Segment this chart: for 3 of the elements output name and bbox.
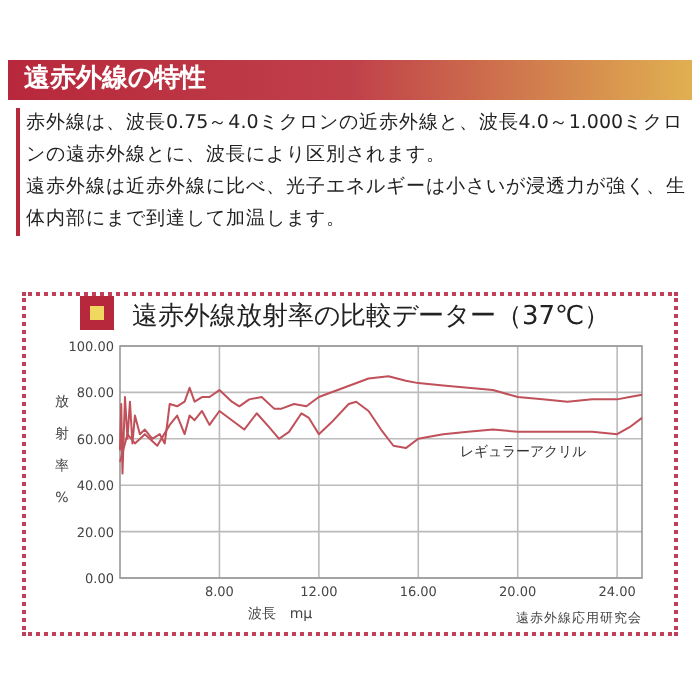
header: 遠赤外線の特性 <box>8 60 692 100</box>
chart-title: 遠赤外線放射率の比較データー（37℃） <box>132 300 611 332</box>
paragraphs: 赤外線は、波長0.75～4.0ミクロンの近赤外線と、波長4.0～1.000ミクロンの遠赤外線とに、波長により区別されます。 遠赤外線は近赤外線に比べ、光子エネルギーは小さいが浸透力が強く、生体内部にまで到達して加温します。 <box>16 108 700 236</box>
